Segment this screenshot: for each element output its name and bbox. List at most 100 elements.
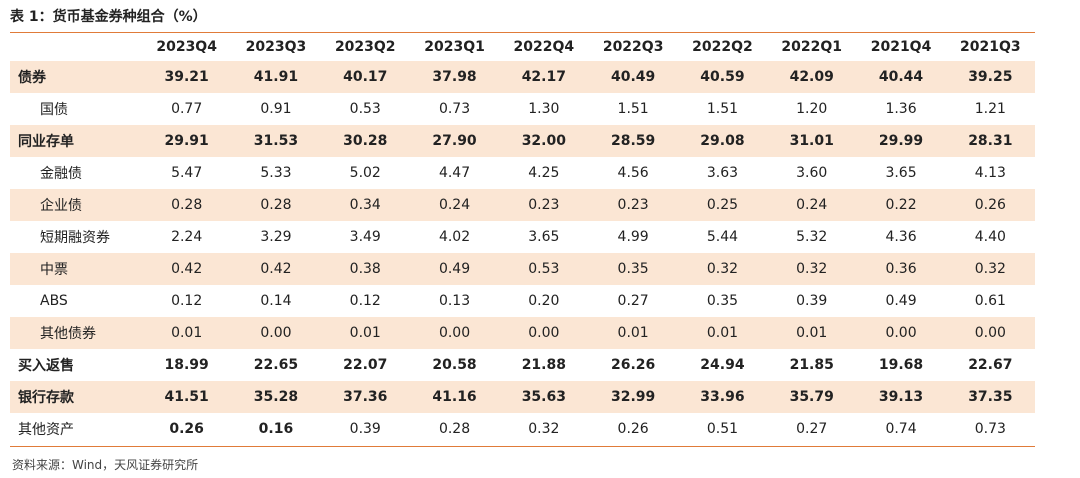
row-label: 其他债券 <box>10 317 142 349</box>
table-cell: 1.30 <box>528 101 560 117</box>
table-row: 中票 0.42 0.42 0.38 0.49 0.53 0.35 0.32 0.32 0.36 0.… <box>10 253 1035 285</box>
table-cell: 39.25 <box>945 61 1035 93</box>
table-cell: 0.16 <box>258 421 294 437</box>
table-cell: 29.08 <box>677 125 768 157</box>
table-cell: 1.21 <box>974 101 1006 117</box>
table-cell: 22.67 <box>968 357 1013 373</box>
table-cell: 35.79 <box>767 381 857 413</box>
table-cell: 0.26 <box>945 189 1035 221</box>
table-cell: 5.44 <box>706 229 739 245</box>
table-cell: 35.28 <box>231 381 321 413</box>
table-cell: 37.98 <box>409 61 500 93</box>
header-row: 2023Q4 2023Q3 2023Q2 2023Q1 2022Q4 2022Q… <box>10 33 1035 61</box>
row-label: 其他资产 <box>18 422 74 438</box>
table-title: 表 1：货币基金券种组合（%） <box>10 9 207 25</box>
table-cell: 41.51 <box>142 381 232 413</box>
table-cell: 0.00 <box>499 317 589 349</box>
table-row: 其他资产 0.26 0.16 0.39 0.28 0.32 0.26 0.51 0.27 0.74… <box>10 413 1035 445</box>
table-row: 企业债 0.28 0.28 0.34 0.24 0.23 0.23 0.25 0.24 0.22 0… <box>10 189 1035 221</box>
row-label: 企业债 <box>10 189 142 221</box>
table-cell: 1.51 <box>706 101 739 117</box>
table-cell: 0.01 <box>142 317 232 349</box>
table-cell: 18.99 <box>164 357 209 373</box>
table-cell: 37.35 <box>945 381 1035 413</box>
table-cell: 32.99 <box>588 381 678 413</box>
table-cell: 0.38 <box>320 253 410 285</box>
table-row: 金融债 5.47 5.33 5.02 4.47 4.25 4.56 3.63 3.60 3.65 4… <box>10 157 1035 189</box>
row-label: 同业存单 <box>10 125 142 157</box>
table-cell: 4.02 <box>438 229 471 245</box>
table-cell: 0.73 <box>438 101 471 117</box>
column-header: 2022Q4 <box>513 39 575 55</box>
table-cell: 35.63 <box>499 381 589 413</box>
table-cell: 1.51 <box>617 101 649 117</box>
table-cell: 5.47 <box>171 165 203 181</box>
table-cell: 0.00 <box>409 317 500 349</box>
table-cell: 0.12 <box>349 293 381 309</box>
table-cell: 5.32 <box>796 229 828 245</box>
table-cell: 42.17 <box>499 61 589 93</box>
row-label: 买入返售 <box>18 358 74 374</box>
table-cell: 3.63 <box>706 165 739 181</box>
table-cell: 0.42 <box>142 253 232 285</box>
table-cell: 0.25 <box>677 189 768 221</box>
table-cell: 5.33 <box>260 165 292 181</box>
table-cell: 22.65 <box>253 357 299 373</box>
table-cell: 0.12 <box>171 293 203 309</box>
table-cell: 0.73 <box>974 421 1006 437</box>
table-cell: 0.22 <box>856 189 946 221</box>
table-cell: 4.56 <box>617 165 649 181</box>
table-cell: 4.99 <box>617 229 649 245</box>
table-cell: 30.28 <box>320 125 410 157</box>
table-cell: 0.00 <box>231 317 321 349</box>
table-cell: 0.53 <box>499 253 589 285</box>
table-cell: 41.16 <box>409 381 500 413</box>
table-cell: 0.34 <box>320 189 410 221</box>
table-cell: 0.39 <box>349 421 381 437</box>
table-cell: 0.01 <box>767 317 857 349</box>
header-corner <box>10 33 142 61</box>
table-cell: 42.09 <box>767 61 857 93</box>
table-cell: 0.01 <box>677 317 768 349</box>
table-cell: 0.20 <box>528 293 560 309</box>
table-cell: 31.53 <box>231 125 321 157</box>
source-note: 资料来源：Wind，天风证券研究所 <box>12 458 199 472</box>
table-cell: 0.42 <box>231 253 321 285</box>
column-header: 2021Q4 <box>870 39 932 55</box>
table-cell: 31.01 <box>767 125 857 157</box>
table-cell: 3.65 <box>528 229 560 245</box>
table-cell: 0.51 <box>706 421 739 437</box>
table-cell: 0.26 <box>617 421 649 437</box>
table-cell: 0.49 <box>409 253 500 285</box>
row-label: 金融债 <box>40 166 82 182</box>
table-cell: 4.47 <box>438 165 471 181</box>
table-cell: 0.23 <box>588 189 678 221</box>
table-cell: 39.21 <box>142 61 232 93</box>
column-header: 2023Q3 <box>245 39 307 55</box>
table-cell: 40.49 <box>588 61 678 93</box>
table-cell: 4.40 <box>974 229 1006 245</box>
table-row: 短期融资券 2.24 3.29 3.49 4.02 3.65 4.99 5.44 5.32 4.3… <box>10 221 1035 253</box>
table-row: 其他债券 0.01 0.00 0.01 0.00 0.00 0.01 0.01 0.01 0.00… <box>10 317 1035 349</box>
table-cell: 0.36 <box>856 253 946 285</box>
table-cell: 37.36 <box>320 381 410 413</box>
table-cell: 24.94 <box>700 357 745 373</box>
table-cell: 3.29 <box>260 229 292 245</box>
table-cell: 0.91 <box>260 101 292 117</box>
table-cell: 40.17 <box>320 61 410 93</box>
table-cell: 0.00 <box>856 317 946 349</box>
table-cell: 0.32 <box>677 253 768 285</box>
table-cell: 0.61 <box>974 293 1006 309</box>
table-cell: 40.44 <box>856 61 946 93</box>
table-cell: 0.39 <box>796 293 828 309</box>
table-cell: 3.65 <box>885 165 917 181</box>
table-row: 国债 0.77 0.91 0.53 0.73 1.30 1.51 1.51 1.20 1.36 1.… <box>10 93 1035 125</box>
table-cell: 0.28 <box>438 421 471 437</box>
table-cell: 0.28 <box>231 189 321 221</box>
table-row: 同业存单 29.91 31.53 30.28 27.90 32.00 28.59 29.08 3… <box>10 125 1035 157</box>
row-label: 银行存款 <box>10 381 142 413</box>
table-cell: 39.13 <box>856 381 946 413</box>
table-cell: 0.32 <box>528 421 560 437</box>
table-cell: 32.00 <box>499 125 589 157</box>
table-cell: 19.68 <box>878 357 924 373</box>
